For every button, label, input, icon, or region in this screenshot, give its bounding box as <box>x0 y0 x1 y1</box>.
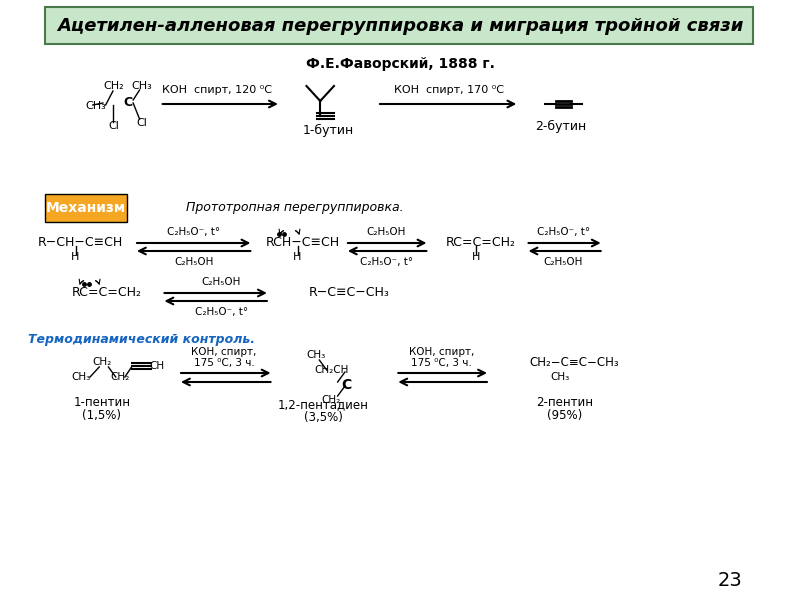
Text: 175 ⁰С, 3 ч.: 175 ⁰С, 3 ч. <box>194 358 254 368</box>
Text: CH₂: CH₂ <box>92 357 111 367</box>
Text: Механизм: Механизм <box>46 201 126 215</box>
Text: CH₃: CH₃ <box>71 372 90 382</box>
Text: 1-пентин: 1-пентин <box>74 395 130 409</box>
Text: CH₂CH: CH₂CH <box>314 365 349 375</box>
Text: Ф.Е.Фаворский, 1888 г.: Ф.Е.Фаворский, 1888 г. <box>306 57 494 71</box>
Text: Термодинамический контроль.: Термодинамический контроль. <box>28 334 255 346</box>
Text: RC=C=CH₂: RC=C=CH₂ <box>71 286 142 299</box>
Text: H: H <box>71 252 79 262</box>
Text: (95%): (95%) <box>547 409 582 421</box>
Text: КОН, спирт,: КОН, спирт, <box>409 347 474 357</box>
Text: C: C <box>123 97 132 109</box>
Text: R−C≡C−CH₃: R−C≡C−CH₃ <box>309 286 390 299</box>
Text: R−CH−C≡CH: R−CH−C≡CH <box>38 236 123 250</box>
Text: КОН, спирт,: КОН, спирт, <box>191 347 257 357</box>
FancyArrowPatch shape <box>79 279 84 284</box>
Text: H: H <box>472 252 480 262</box>
Text: C₂H₅O⁻, t°: C₂H₅O⁻, t° <box>537 227 590 237</box>
Text: RC=C=CH₂: RC=C=CH₂ <box>446 236 516 250</box>
Text: C₂H₅O⁻, t°: C₂H₅O⁻, t° <box>360 257 413 267</box>
FancyArrowPatch shape <box>279 229 284 234</box>
Text: C₂H₅OH: C₂H₅OH <box>174 257 214 267</box>
Text: CH₂: CH₂ <box>103 81 124 91</box>
FancyBboxPatch shape <box>45 7 753 44</box>
Text: C₂H₅O⁻, t°: C₂H₅O⁻, t° <box>194 307 248 317</box>
Text: H: H <box>293 252 302 262</box>
Text: 175 ⁰С, 3 ч.: 175 ⁰С, 3 ч. <box>411 358 472 368</box>
Text: C: C <box>342 378 352 392</box>
Text: 1-бутин: 1-бутин <box>303 124 354 137</box>
Text: CH₃: CH₃ <box>551 372 570 382</box>
Text: 23: 23 <box>718 571 742 589</box>
Text: 2-пентин: 2-пентин <box>537 395 594 409</box>
Text: CH₂−C≡C−CH₃: CH₂−C≡C−CH₃ <box>530 355 619 368</box>
Text: (1,5%): (1,5%) <box>82 409 122 421</box>
Text: CH₃: CH₃ <box>131 81 152 91</box>
Text: CH₃: CH₃ <box>306 350 326 360</box>
Text: CH₂: CH₂ <box>110 372 130 382</box>
Text: C₂H₅OH: C₂H₅OH <box>543 257 583 267</box>
Text: 2-бутин: 2-бутин <box>535 119 586 133</box>
Text: Ацетилен-алленовая перегруппировка и миграция тройной связи: Ацетилен-алленовая перегруппировка и миг… <box>57 17 743 35</box>
Text: RCH−C≡CH: RCH−C≡CH <box>266 236 340 250</box>
FancyArrowPatch shape <box>295 229 300 234</box>
Text: CH: CH <box>150 361 165 371</box>
Text: CH₂: CH₂ <box>322 395 341 405</box>
Text: C₂H₅OH: C₂H₅OH <box>202 277 241 287</box>
FancyArrowPatch shape <box>95 279 100 284</box>
Text: КОН  спирт, 170 ⁰С: КОН спирт, 170 ⁰С <box>394 85 504 95</box>
Text: Cl: Cl <box>136 118 147 128</box>
Text: 1,2-пентадиен: 1,2-пентадиен <box>278 398 369 412</box>
Text: Прототропная перегруппировка.: Прототропная перегруппировка. <box>186 202 403 214</box>
Text: C₂H₅OH: C₂H₅OH <box>366 227 406 237</box>
FancyBboxPatch shape <box>45 194 126 222</box>
Text: (3,5%): (3,5%) <box>303 412 342 425</box>
Text: Cl: Cl <box>109 121 119 131</box>
Text: КОН  спирт, 120 ⁰С: КОН спирт, 120 ⁰С <box>162 85 271 95</box>
Text: CH₃: CH₃ <box>85 101 106 111</box>
Text: C₂H₅O⁻, t°: C₂H₅O⁻, t° <box>167 227 220 237</box>
